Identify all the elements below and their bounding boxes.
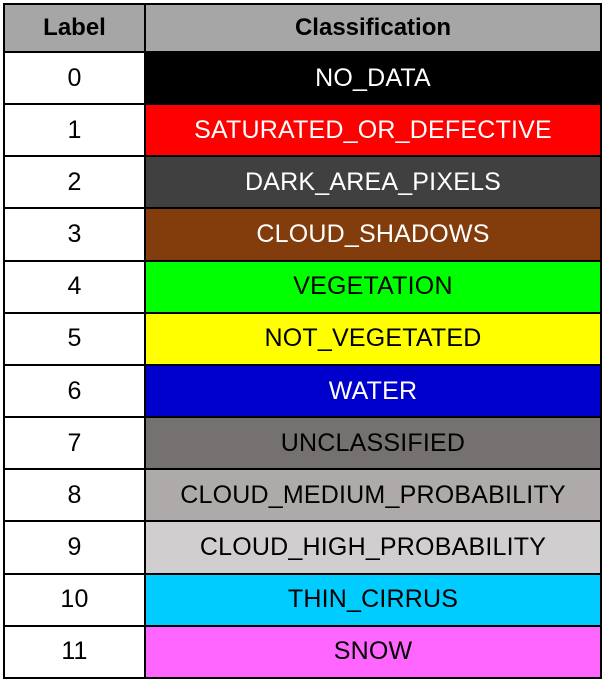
table-row: 4 VEGETATION xyxy=(3,259,602,314)
table-row: 8 CLOUD_MEDIUM_PROBABILITY xyxy=(3,468,602,523)
classification-cell: UNCLASSIFIED xyxy=(144,416,602,471)
classification-cell: WATER xyxy=(144,363,602,419)
classification-cell: CLOUD_HIGH_PROBABILITY xyxy=(144,520,602,575)
label-cell: 7 xyxy=(3,416,146,471)
label-cell: 10 xyxy=(3,572,146,627)
table-row: 5 NOT_VEGETATED xyxy=(3,311,602,366)
label-cell: 4 xyxy=(3,259,146,314)
table-row: 0 NO_DATA xyxy=(3,50,602,106)
table-row: 6 WATER xyxy=(3,363,602,419)
header-classification: Classification xyxy=(144,3,602,53)
label-cell: 6 xyxy=(3,363,146,419)
classification-cell: DARK_AREA_PIXELS xyxy=(144,155,602,210)
header-row: Label Classification xyxy=(3,3,602,53)
classification-cell: NO_DATA xyxy=(144,50,602,106)
label-cell: 1 xyxy=(3,103,146,158)
label-cell: 0 xyxy=(3,50,146,106)
table-row: 2 DARK_AREA_PIXELS xyxy=(3,155,602,210)
classification-cell: SNOW xyxy=(144,624,602,680)
classification-table-container: Label Classification 0 NO_DATA 1 SATURATED_… xyxy=(3,3,602,680)
label-cell: 9 xyxy=(3,520,146,575)
label-cell: 3 xyxy=(3,207,146,262)
table-row: 3 CLOUD_SHADOWS xyxy=(3,207,602,262)
classification-cell: CLOUD_SHADOWS xyxy=(144,207,602,262)
table-row: 11 SNOW xyxy=(3,624,602,680)
classification-table: Label Classification 0 NO_DATA 1 SATURATED_… xyxy=(3,3,602,680)
classification-cell: SATURATED_OR_DEFECTIVE xyxy=(144,103,602,158)
classification-cell: VEGETATION xyxy=(144,259,602,314)
label-cell: 11 xyxy=(3,624,146,680)
label-cell: 8 xyxy=(3,468,146,523)
table-row: 10 THIN_CIRRUS xyxy=(3,572,602,627)
classification-cell: NOT_VEGETATED xyxy=(144,311,602,366)
table-row: 9 CLOUD_HIGH_PROBABILITY xyxy=(3,520,602,575)
header-label: Label xyxy=(3,3,146,53)
classification-cell: CLOUD_MEDIUM_PROBABILITY xyxy=(144,468,602,523)
classification-cell: THIN_CIRRUS xyxy=(144,572,602,627)
table-row: 7 UNCLASSIFIED xyxy=(3,416,602,471)
label-cell: 5 xyxy=(3,311,146,366)
table-row: 1 SATURATED_OR_DEFECTIVE xyxy=(3,103,602,158)
label-cell: 2 xyxy=(3,155,146,210)
table-body: 0 NO_DATA 1 SATURATED_OR_DEFECTIVE 2 DARK_ARE… xyxy=(3,50,602,680)
